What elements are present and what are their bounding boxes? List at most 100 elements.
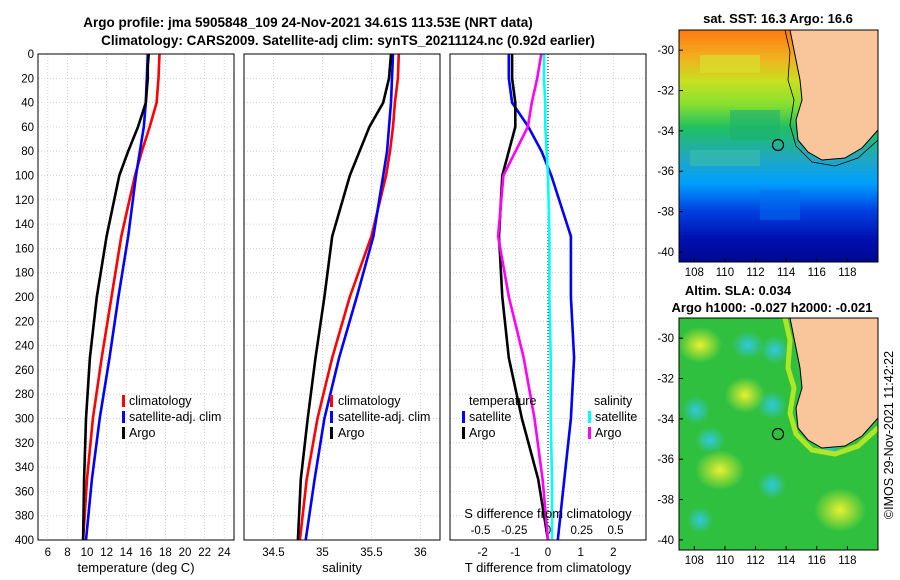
sst-map-frame [678, 29, 879, 263]
sla-low [695, 427, 725, 453]
map-y-tick-label: -34 [657, 414, 674, 426]
difference-panel: -2 -1 0 1 2-0.5 -0.25 0 0.25 0.5 [449, 53, 647, 559]
sla-high [725, 377, 765, 413]
legend-label-s-argo: Argo [595, 426, 621, 440]
sla-low [732, 331, 764, 359]
difference-series-temperature-satellite [507, 54, 576, 541]
map-x-tick-label: 112 [746, 555, 764, 567]
legend-label-satellite: satellite-adj. clim [338, 410, 430, 424]
sst-map-axes: 108 110 112 114 116 118 -30 -32 -34 -36 -38 -40 [657, 45, 856, 279]
plot-frame [243, 53, 441, 541]
depth-tick-label: 60 [21, 122, 34, 134]
temperature-series-argo [81, 53, 150, 541]
depth-tick-label: 140 [15, 219, 34, 231]
depth-tick-label: 340 [15, 462, 34, 474]
sla-map-axes: 108 110 112 114 116 118 -30 -32 -34 -36 -38 -40 [657, 333, 856, 567]
timestamp: ©IMOS 29-Nov-2021 11:42:22 [882, 351, 896, 519]
legend-header-salinity: salinity [594, 394, 633, 408]
plot-frame [449, 53, 647, 541]
legend-swatch-s-argo [588, 427, 591, 439]
x-tick-label: 2 [610, 547, 616, 559]
salinity-series-satellite [304, 53, 395, 541]
sst-coast-shelf [784, 30, 878, 167]
sla-low [687, 507, 713, 533]
sst-patch [700, 55, 760, 73]
temperature-xlabel: temperature (deg C) [77, 560, 194, 575]
map-y-tick-label: -32 [657, 86, 674, 98]
map-x-tick-label: 114 [777, 555, 796, 567]
sla-map [679, 318, 878, 550]
depth-tick-label: 220 [15, 316, 34, 328]
x-tick-label: 12 [100, 547, 113, 559]
map-x-tick-label: 110 [716, 555, 734, 567]
depth-tick-label: 40 [21, 98, 34, 110]
temperature-series-climatology [81, 53, 161, 541]
s-tick-label: 0.5 [608, 525, 624, 537]
s-tick-label: -0.5 [471, 525, 491, 537]
difference-series-salinity-satellite [542, 54, 554, 540]
s-tick-label: -0.25 [501, 525, 527, 537]
difference-legend: temperature satellite Argo salinity sate… [462, 394, 637, 440]
x-tick-label: 35.5 [360, 547, 382, 559]
sla-argo-marker [771, 427, 785, 441]
legend-swatch-satellite [330, 411, 333, 423]
sla-map-title: Altim. SLA: 0.034 [685, 283, 792, 298]
x-tick-label: 16 [139, 547, 152, 559]
map-x-tick-label: 118 [838, 555, 856, 567]
figure-title-line2: Climatology: CARS2009. Satellite-adj cli… [101, 33, 595, 48]
temperature-panel: 6 8 10 12 14 16 18 20 22 240204060801001201401601… [15, 49, 235, 559]
map-y-tick-label: -36 [657, 454, 674, 466]
x-tick-label: 6 [45, 547, 51, 559]
depth-tick-label: 300 [15, 414, 34, 426]
depth-tick-label: 120 [15, 195, 34, 207]
map-x-tick-label: 114 [777, 267, 796, 279]
depth-tick-label: 0 [28, 49, 34, 61]
x-tick-label: 34.5 [262, 547, 284, 559]
plot-area [244, 54, 440, 540]
map-x-tick-label: 108 [685, 555, 704, 567]
sla-low [757, 391, 787, 419]
sla-land [789, 318, 878, 449]
sla-low [682, 396, 710, 424]
legend-swatch-argo [122, 427, 125, 439]
legend-label-satellite: satellite-adj. clim [129, 410, 221, 424]
legend-label-t-argo: Argo [469, 426, 495, 440]
depth-tick-label: 180 [15, 268, 34, 280]
legend-swatch-s-satellite [588, 411, 591, 423]
map-y-tick-label: -30 [657, 333, 674, 345]
x-tick-label: -1 [510, 547, 520, 559]
map-y-tick-label: -30 [657, 45, 674, 57]
legend-swatch-climatology [122, 395, 125, 407]
map-y-tick-label: -36 [657, 166, 674, 178]
legend-label-argo: Argo [338, 426, 364, 440]
legend-label-t-satellite: satellite [469, 410, 511, 424]
legend-swatch-t-satellite [462, 411, 465, 423]
map-x-tick-label: 110 [716, 267, 734, 279]
s-tick-label: 0.25 [571, 525, 593, 537]
legend-label-s-satellite: satellite [595, 410, 637, 424]
depth-tick-label: 160 [15, 243, 34, 255]
sla-low [758, 471, 786, 499]
sla-high [814, 488, 866, 532]
legend-label-climatology: climatology [129, 394, 192, 408]
figure-title-line1: Argo profile: jma 5905848_109 24-Nov-202… [83, 15, 532, 30]
depth-tick-label: 320 [15, 438, 34, 450]
depth-tick-label: 360 [15, 486, 34, 498]
x-tick-label: 1 [577, 547, 583, 559]
sla-high [679, 327, 722, 363]
depth-tick-label: 20 [21, 73, 34, 85]
legend-swatch-argo [330, 427, 333, 439]
legend-swatch-climatology [330, 395, 333, 407]
depth-tick-label: 280 [15, 389, 34, 401]
salinity-series-argo [296, 53, 393, 541]
legend-label-argo: Argo [129, 426, 155, 440]
map-x-tick-label: 108 [685, 267, 704, 279]
sla-high [695, 450, 745, 490]
sst-land [789, 30, 878, 161]
sst-patch [760, 190, 800, 220]
map-y-tick-label: -34 [657, 126, 674, 138]
temperature-legend: climatology satellite-adj. clim Argo [122, 394, 221, 440]
x-tick-label: 36 [414, 547, 427, 559]
difference-xlabel: T difference from climatology [465, 560, 632, 575]
x-tick-label: 8 [64, 547, 70, 559]
